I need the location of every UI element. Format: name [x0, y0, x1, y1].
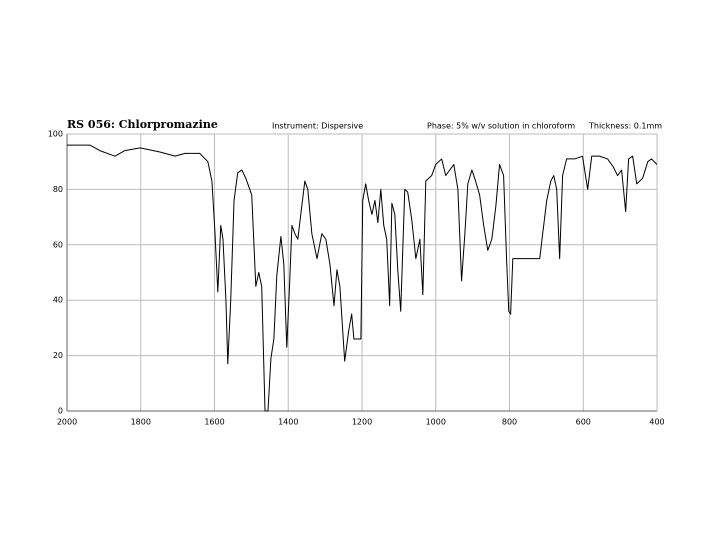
x-tick-label: 1400	[278, 418, 298, 427]
x-tick-label: 2000	[57, 418, 77, 427]
y-tick-label: 100	[48, 130, 63, 139]
x-tick-label: 1000	[426, 418, 446, 427]
x-tick-label: 1800	[131, 418, 151, 427]
y-tick-label: 60	[53, 240, 63, 249]
x-tick-label: 400	[649, 418, 664, 427]
x-tick-label: 800	[502, 418, 517, 427]
y-tick-label: 80	[53, 185, 63, 194]
annotation: Instrument: Dispersive	[272, 122, 363, 131]
annotation: Thickness: 0.1mm	[588, 122, 662, 131]
y-tick-label: 20	[53, 351, 63, 360]
chart-title: RS 056: Chlorpromazine	[67, 118, 218, 131]
y-tick-label: 0	[58, 407, 63, 416]
y-tick-label: 40	[53, 296, 63, 305]
x-tick-label: 600	[576, 418, 591, 427]
spectrum-line	[67, 144, 658, 412]
annotation: Phase: 5% w/v solution in chloroform	[427, 122, 575, 131]
x-tick-label: 1600	[204, 418, 224, 427]
x-tick-label: 1200	[352, 418, 372, 427]
